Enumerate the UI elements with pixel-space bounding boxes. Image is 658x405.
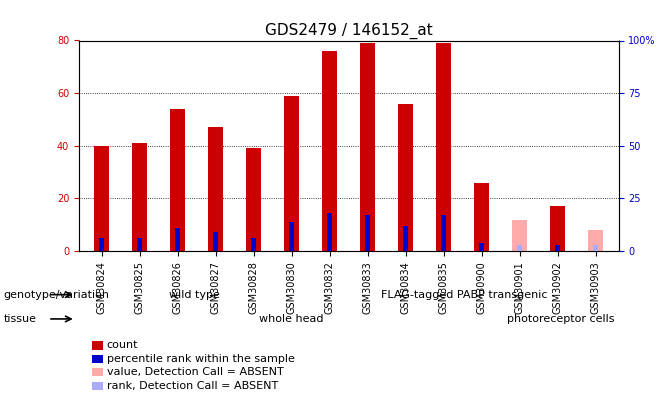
- Bar: [99, 239, 105, 251]
- Bar: [170, 109, 186, 251]
- Text: percentile rank within the sample: percentile rank within the sample: [107, 354, 295, 364]
- Text: count: count: [107, 341, 138, 350]
- Text: wild type: wild type: [169, 290, 220, 300]
- Bar: [132, 143, 147, 251]
- Bar: [208, 127, 223, 251]
- Bar: [474, 183, 490, 251]
- Text: genotype/variation: genotype/variation: [3, 290, 109, 300]
- Bar: [436, 43, 451, 251]
- Bar: [175, 228, 180, 251]
- Bar: [137, 239, 142, 251]
- Bar: [289, 222, 294, 251]
- Bar: [322, 51, 338, 251]
- Text: photoreceptor cells: photoreceptor cells: [507, 314, 615, 324]
- Text: whole head: whole head: [259, 314, 323, 324]
- Bar: [441, 215, 446, 251]
- Bar: [512, 220, 527, 251]
- Title: GDS2479 / 146152_at: GDS2479 / 146152_at: [265, 23, 432, 39]
- Bar: [593, 245, 598, 251]
- Bar: [360, 43, 375, 251]
- Bar: [213, 232, 218, 251]
- Bar: [517, 245, 522, 251]
- Bar: [550, 207, 565, 251]
- Text: FLAG-tagged PABP transgenic: FLAG-tagged PABP transgenic: [381, 290, 547, 300]
- Bar: [246, 149, 261, 251]
- Bar: [479, 243, 484, 251]
- Text: rank, Detection Call = ABSENT: rank, Detection Call = ABSENT: [107, 381, 278, 390]
- Text: value, Detection Call = ABSENT: value, Detection Call = ABSENT: [107, 367, 284, 377]
- Bar: [251, 239, 257, 251]
- Text: tissue: tissue: [3, 314, 36, 324]
- Bar: [588, 230, 603, 251]
- Bar: [398, 104, 413, 251]
- Bar: [555, 245, 561, 251]
- Bar: [403, 226, 409, 251]
- Bar: [365, 215, 370, 251]
- Bar: [327, 213, 332, 251]
- Bar: [284, 96, 299, 251]
- Bar: [94, 146, 109, 251]
